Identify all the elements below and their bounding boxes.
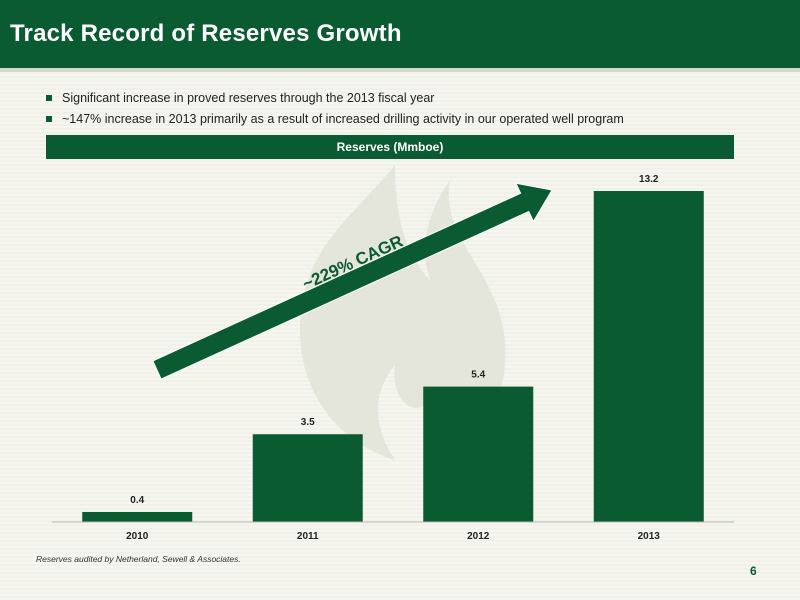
page-title: Track Record of Reserves Growth (10, 20, 402, 47)
value-label-2012: 5.4 (471, 370, 485, 381)
tick-label-2013: 2013 (638, 531, 661, 542)
value-label-2010: 0.4 (130, 495, 144, 506)
title-bar: Track Record of Reserves Growth (0, 0, 800, 72)
footnote: Reserves audited by Netherland, Sewell &… (36, 554, 241, 564)
bar-2012 (423, 386, 534, 522)
tick-label-2012: 2012 (467, 531, 490, 542)
bar-2013 (593, 191, 704, 522)
bullet-item: ~147% increase in 2013 primarily as a re… (44, 109, 624, 130)
bullet-text: ~147% increase in 2013 primarily as a re… (62, 112, 624, 126)
tick-label-2011: 2011 (297, 531, 319, 542)
bar-2011 (252, 434, 363, 522)
bullet-square-icon (46, 95, 52, 101)
chart-title: Reserves (Mmboe) (46, 135, 734, 159)
bar-2010 (82, 511, 193, 522)
value-label-2013: 13.2 (639, 174, 659, 185)
tick-label-2010: 2010 (126, 531, 149, 542)
growth-arrow-icon (152, 182, 553, 380)
page-number: 6 (750, 564, 757, 578)
bullet-square-icon (46, 116, 52, 122)
bullet-text: Significant increase in proved reserves … (62, 91, 435, 105)
value-label-2011: 3.5 (301, 417, 315, 428)
bullet-list: Significant increase in proved reserves … (44, 88, 624, 130)
reserves-bar-chart: 0.43.55.413.2 2010 2011 2012 2013 ~229% CAG… (52, 165, 734, 542)
bullet-item: Significant increase in proved reserves … (44, 88, 624, 109)
